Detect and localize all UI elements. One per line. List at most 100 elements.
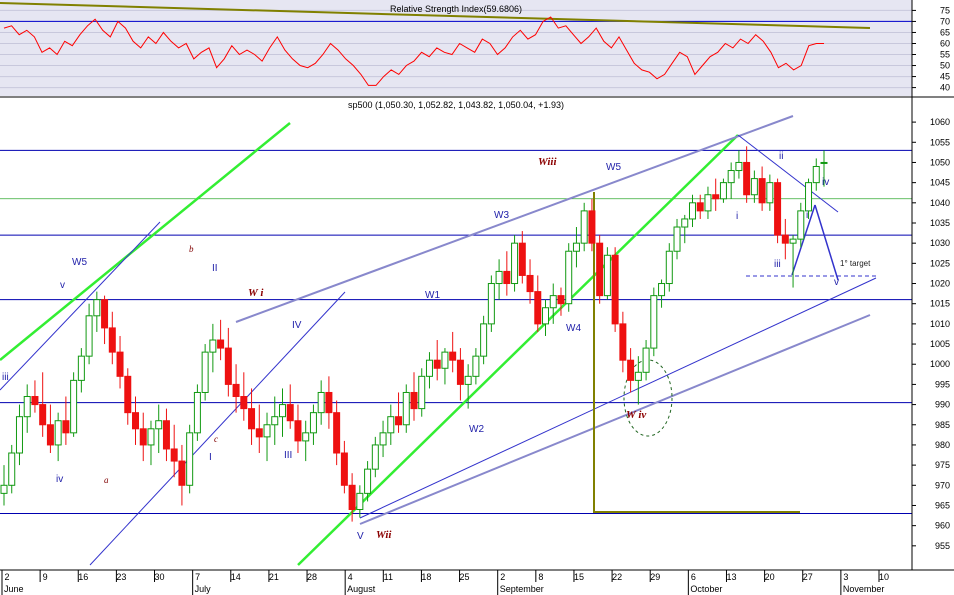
x-day-label: 11 [384, 572, 393, 582]
x-day-label: 15 [574, 572, 584, 582]
x-month-label: September [500, 584, 544, 594]
candle-body [781, 234, 789, 244]
price-tick-label: 1025 [930, 258, 950, 268]
candle-body [418, 375, 426, 410]
x-day-label: 20 [765, 572, 775, 582]
candle-body [750, 178, 758, 196]
label-w5-right: W5 [606, 162, 621, 173]
candle-body [62, 420, 70, 434]
resistance-line [737, 134, 839, 213]
x-day-label: 18 [421, 572, 431, 582]
label-a: a [104, 475, 109, 485]
price-tick-label: 1060 [930, 117, 950, 127]
x-axis: 2 9 16 23 30 7 14 21 28 4 11 18 25 2 8 15 22 29 6 13 20 27 3 10… [1, 570, 889, 595]
x-month-label: June [4, 584, 24, 594]
price-tick-label: 1030 [930, 238, 950, 248]
candle-body [681, 218, 689, 228]
candle-body [619, 323, 627, 361]
x-day-label: 10 [879, 572, 889, 582]
price-tick-label: 990 [935, 400, 950, 410]
label-iv-right: iv [822, 177, 829, 188]
candle-body [209, 339, 217, 353]
label-w2: W2 [469, 424, 484, 435]
candle-body [805, 182, 813, 212]
label-iii-right: iii [774, 259, 781, 270]
candle-body [77, 355, 85, 381]
annotations: Wiii W i W iv Wii W5 W3 W1 W4 W2 W5 v ii… [2, 151, 871, 542]
candle-body [147, 428, 155, 446]
price-tick-label: 1005 [930, 339, 950, 349]
candle-body [124, 375, 132, 414]
candle-body [101, 299, 109, 329]
channel-blue-lower [359, 277, 877, 519]
label-target: 1° target [840, 259, 871, 268]
candle-body [820, 161, 828, 164]
candle-body [480, 323, 488, 357]
candle-body [224, 347, 232, 385]
label-v-left: v [60, 280, 65, 291]
candle-body [797, 210, 805, 240]
price-title: sp500 (1,050.30, 1,052.82, 1,043.82, 1,0… [348, 100, 564, 110]
candle-body [789, 238, 797, 244]
bracket-olive [593, 192, 800, 513]
rsi-title: Relative Strength Index(59.6806) [390, 4, 522, 14]
label-wii: Wii [376, 529, 392, 541]
candle-body [248, 408, 256, 430]
x-month-label: August [347, 584, 376, 594]
label-w3: W3 [494, 210, 509, 221]
x-day-label: 28 [307, 572, 317, 582]
candle-body [39, 404, 47, 426]
candle-body [526, 274, 534, 293]
x-month-label: October [690, 584, 722, 594]
candle-body [93, 299, 101, 317]
rsi-tick-label: 65 [940, 27, 950, 37]
label-ii-right: ii [779, 151, 783, 162]
candle-body [588, 210, 596, 244]
candle-body [116, 351, 124, 377]
candle-body [333, 412, 341, 454]
candle-body [580, 210, 588, 244]
candle-body [294, 420, 302, 442]
candle-body [572, 242, 580, 252]
price-tick-label: 955 [935, 541, 950, 551]
label-i-small: i [806, 210, 808, 221]
price-tick-label: 1045 [930, 178, 950, 188]
candle-body [673, 226, 681, 252]
rsi-tick-label: 45 [940, 72, 950, 82]
price-tick-label: 980 [935, 440, 950, 450]
candle-body [15, 416, 23, 454]
candle-body [271, 416, 279, 426]
price-tick-label: 970 [935, 480, 950, 490]
wave-iv-ellipse [623, 359, 673, 437]
candle-body [642, 347, 650, 373]
candle-body [603, 254, 611, 297]
price-tick-label: 1055 [930, 137, 950, 147]
label-w5-left: W5 [72, 257, 87, 268]
candle-body [317, 391, 325, 414]
candle-body [217, 339, 225, 349]
channel-blue-left-lower [89, 291, 346, 566]
candle-body [178, 460, 186, 486]
candle-body [364, 468, 372, 494]
candle-body [812, 165, 820, 184]
label-roman-iii: III [284, 450, 292, 461]
price-tick-label: 1015 [930, 299, 950, 309]
rsi-trendline [0, 2, 871, 29]
x-day-label: 2 [500, 572, 505, 582]
x-month-label: November [843, 584, 885, 594]
candle-body [402, 391, 410, 426]
x-day-label: 7 [195, 572, 200, 582]
label-iii-left: iii [2, 372, 9, 383]
candle-body [23, 396, 31, 418]
price-tick-label: 1010 [930, 319, 950, 329]
candle-body [472, 355, 480, 377]
candle-body [449, 351, 457, 361]
price-tick-label: 1020 [930, 279, 950, 289]
x-day-label: 14 [231, 572, 241, 582]
candle-body [743, 161, 751, 196]
candle-body [302, 432, 310, 442]
candle-body [395, 416, 403, 426]
candle-body [340, 452, 348, 486]
label-b: b [189, 244, 194, 254]
rsi-tick-label: 40 [940, 83, 950, 93]
